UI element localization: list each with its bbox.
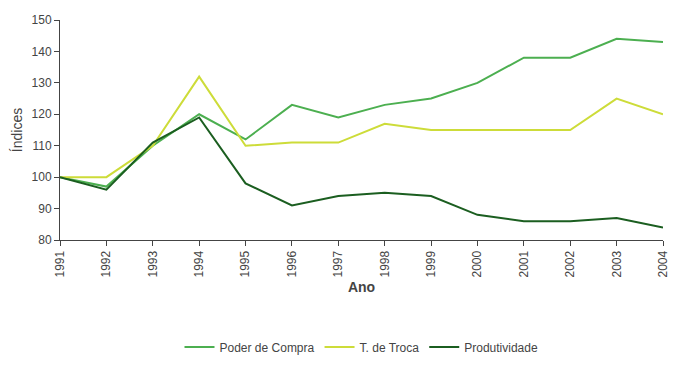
svg-text:2004: 2004 [656,250,670,277]
svg-text:150: 150 [32,13,52,27]
svg-text:90: 90 [38,202,52,216]
svg-text:100: 100 [32,170,52,184]
svg-text:1999: 1999 [424,250,438,277]
svg-text:2000: 2000 [470,250,484,277]
svg-text:1992: 1992 [99,250,113,277]
svg-text:Produtividade: Produtividade [464,341,538,355]
svg-text:80: 80 [38,233,52,247]
svg-text:1995: 1995 [238,250,252,277]
svg-text:120: 120 [32,107,52,121]
svg-text:1991: 1991 [53,250,67,277]
svg-text:1997: 1997 [331,250,345,277]
svg-text:1998: 1998 [378,250,392,277]
svg-text:T. de Troca: T. de Troca [360,341,420,355]
svg-text:2001: 2001 [517,250,531,277]
svg-text:Poder de Compra: Poder de Compra [220,341,315,355]
svg-text:110: 110 [32,139,51,153]
svg-text:130: 130 [32,76,52,90]
svg-text:1993: 1993 [146,250,160,277]
svg-text:1996: 1996 [285,250,299,277]
svg-text:Índices: Índices [9,108,25,152]
svg-text:2003: 2003 [610,250,624,277]
svg-text:2002: 2002 [563,250,577,277]
svg-text:1994: 1994 [192,250,206,277]
svg-text:Ano: Ano [348,279,375,295]
svg-text:140: 140 [32,45,52,59]
